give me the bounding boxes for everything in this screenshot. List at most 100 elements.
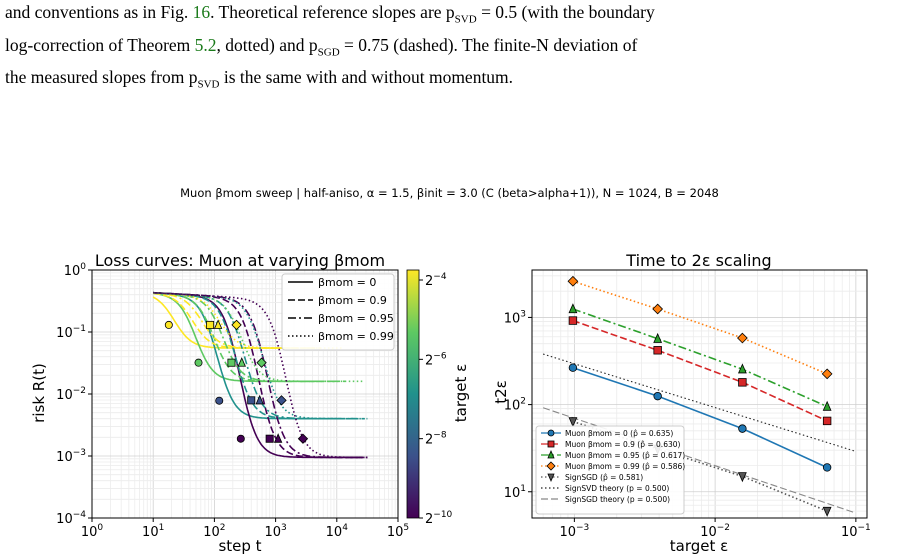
- caption-line-3: the measured slopes from pSVD is the sam…: [5, 67, 514, 91]
- series-point: [822, 463, 832, 472]
- right-y-tick-label: 103: [504, 309, 526, 326]
- left-x-tick-label: 101: [142, 523, 164, 540]
- reference-line: [542, 353, 857, 452]
- series-point: [568, 316, 578, 325]
- loss-curve-marker: [236, 434, 245, 443]
- right-x-axis-label: target ε: [670, 537, 728, 555]
- series-line: [572, 366, 828, 469]
- series-point: [652, 303, 664, 315]
- series-point: [822, 416, 832, 426]
- loss-curve-marker: [164, 320, 173, 329]
- left-y-tick-label: 10−4: [56, 510, 86, 527]
- caption-line-2: log-correction of Theorem 5.2, dotted) a…: [5, 34, 638, 59]
- left-y-axis-label: risk R(t): [30, 363, 48, 423]
- right-legend-marker: [546, 461, 556, 471]
- series-line: [572, 319, 828, 422]
- caption-line-1: and conventions as in Fig. 16. Theoretic…: [5, 2, 655, 26]
- loss-curve-marker: [247, 396, 256, 405]
- right-legend-marker: [547, 449, 555, 459]
- right-y-tick-label: 101: [504, 484, 526, 501]
- left-x-tick-label: 104: [326, 523, 349, 540]
- series-point: [568, 303, 578, 314]
- loss-curves-panel: Loss curves: Muon at varying βmom risk R…: [30, 251, 409, 555]
- colorbar-tick-label: 2−8: [425, 431, 447, 448]
- colorbar-label: target ε: [452, 364, 470, 422]
- left-legend-label: βmom = 0: [318, 276, 376, 289]
- right-y-tick-label: 102: [504, 397, 526, 414]
- figure-reference-link[interactable]: 16: [192, 2, 211, 22]
- right-legend-marker: [547, 429, 555, 437]
- series-point: [737, 363, 747, 374]
- right-y-axis-label: t2ε: [492, 380, 510, 404]
- right-chart-title: Time to 2ε scaling: [625, 251, 771, 270]
- right-legend-label: SignSVD theory (p = 0.500): [565, 484, 669, 493]
- series-point: [567, 275, 579, 287]
- theorem-reference-link[interactable]: 5.2: [194, 34, 217, 55]
- colorbar-tick-label: 2−6: [425, 351, 447, 368]
- loss-curve: [153, 291, 368, 459]
- loss-curve-marker: [255, 394, 264, 405]
- loss-curve-marker: [297, 433, 309, 444]
- series-point: [653, 332, 663, 343]
- series-point: [738, 424, 747, 433]
- reference-line: [542, 407, 857, 514]
- left-y-tick-label: 100: [64, 262, 87, 279]
- right-legend-label: Muon βmom = 0.99 (p̂ = 0.586): [565, 462, 685, 471]
- loss-curve-marker: [276, 395, 287, 406]
- series-point: [568, 363, 578, 372]
- loss-curve-marker: [273, 433, 283, 443]
- right-legend-marker: [547, 440, 555, 448]
- series-point: [737, 332, 748, 344]
- right-legend-label: Muon βmom = 0.95 (p̂ = 0.617): [565, 451, 685, 460]
- left-legend-label: βmom = 0.99: [318, 330, 394, 343]
- series-point: [653, 346, 662, 355]
- left-x-tick-label: 102: [203, 523, 225, 540]
- series-point: [653, 391, 662, 401]
- loss-curve-marker: [213, 319, 223, 329]
- scaling-panel: Time to 2ε scaling t2ε target ε 10−3 10−2…: [492, 251, 871, 555]
- series-point: [738, 378, 747, 387]
- loss-curve-marker: [256, 357, 267, 368]
- loss-curve: [153, 292, 336, 383]
- right-legend-label: Muon βmom = 0 (p̂ = 0.635): [565, 429, 673, 438]
- right-legend: Muon βmom = 0 (p̂ = 0.635) Muon βmom = 0.…: [535, 425, 685, 515]
- loss-curve-marker: [206, 320, 215, 329]
- left-x-tick-label: 105: [387, 523, 409, 540]
- left-chart-title: Loss curves: Muon at varying βmom: [95, 251, 385, 270]
- series-point: [568, 417, 578, 428]
- left-legend: βmom = 0 βmom = 0.9 βmom = 0.95 βmom = 0.99: [281, 273, 395, 351]
- colorbar-tick-label: 2−10: [425, 510, 453, 527]
- right-x-tick-label: 10−3: [559, 523, 589, 540]
- right-legend-marker: [547, 473, 555, 483]
- left-legend-label: βmom = 0.95: [318, 312, 394, 325]
- left-x-tick-label: 100: [81, 523, 104, 540]
- right-x-tick-label: 10−2: [700, 523, 730, 540]
- right-legend-label: Muon βmom = 0.9 (p̂ = 0.630): [565, 440, 681, 449]
- series-point: [822, 400, 832, 411]
- left-y-tick-label: 10−3: [56, 448, 86, 465]
- loss-curve-marker: [227, 358, 236, 367]
- loss-curve: [153, 291, 368, 420]
- series-point: [821, 368, 833, 380]
- figure-caption: and conventions as in Fig. 16. Theoretic…: [5, 0, 895, 98]
- right-x-tick-label: 10−1: [841, 523, 871, 540]
- series-line: [572, 280, 828, 375]
- left-legend-label: βmom = 0.9: [318, 294, 387, 307]
- right-plot-frame: [531, 269, 868, 519]
- loss-curve: [153, 291, 368, 459]
- loss-curve-marker: [194, 358, 203, 367]
- series-point: [737, 472, 747, 483]
- colorbar-gradient: [406, 269, 420, 519]
- series-line: [572, 308, 828, 408]
- colorbar: 2−4 2−6 2−8 2−10 target ε: [406, 269, 470, 527]
- colorbar-tick-label: 2−4: [425, 272, 447, 289]
- left-y-tick-label: 10−1: [56, 324, 86, 341]
- loss-curve-marker: [215, 396, 224, 405]
- left-x-axis-label: step t: [218, 537, 261, 555]
- right-legend-label: SignSGD (p̂ = 0.581): [565, 473, 643, 482]
- left-y-tick-label: 10−2: [56, 386, 86, 403]
- left-x-tick-label: 103: [264, 523, 286, 540]
- figure-suptitle: Muon βmom sweep | half-aniso, α = 1.5, β…: [180, 186, 719, 200]
- loss-curve-marker: [237, 357, 246, 367]
